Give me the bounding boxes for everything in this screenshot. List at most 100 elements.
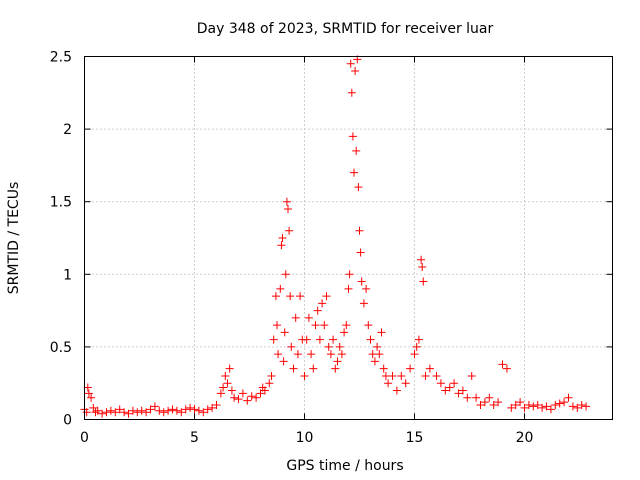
data-point: [485, 393, 494, 402]
data-point: [221, 371, 230, 380]
y-tick-label: 1.5: [50, 195, 72, 211]
data-point: [397, 371, 406, 380]
data-point: [159, 408, 168, 417]
data-point: [344, 284, 353, 293]
data-point: [320, 321, 329, 330]
data-point: [418, 263, 427, 272]
data-point: [538, 403, 547, 412]
data-point: [542, 402, 551, 411]
data-point: [346, 59, 355, 68]
data-point: [412, 342, 421, 351]
data-point: [291, 313, 300, 322]
data-point: [356, 248, 365, 257]
data-point: [293, 350, 302, 359]
data-point: [331, 364, 340, 373]
data-point: [120, 408, 129, 417]
data-point: [309, 364, 318, 373]
data-point: [326, 350, 335, 359]
data-point: [273, 321, 281, 330]
data-point: [450, 379, 459, 388]
data-point: [425, 364, 434, 373]
data-point: [560, 398, 569, 407]
data-point: [352, 146, 361, 155]
data-point: [357, 277, 366, 286]
data-point: [516, 398, 525, 407]
data-point: [348, 132, 357, 141]
data-point: [342, 321, 351, 330]
data-point: [102, 408, 111, 417]
data-point: [260, 386, 269, 395]
data-point: [194, 406, 203, 415]
data-point: [421, 371, 430, 380]
data-point: [476, 400, 485, 409]
data-point: [247, 392, 256, 401]
tick-labels: 0 5 10 15 20 0 0.5 1 1.5 2 2.5: [50, 50, 534, 447]
data-point: [480, 398, 489, 407]
data-point: [445, 383, 454, 392]
data-point: [333, 357, 342, 366]
data-point: [568, 402, 577, 411]
data-point: [555, 399, 564, 408]
data-point: [190, 405, 199, 414]
data-point: [401, 379, 410, 388]
data-point: [271, 292, 280, 301]
data-point: [524, 400, 533, 409]
data-point: [454, 389, 463, 398]
data-point: [277, 241, 286, 250]
data-point: [91, 408, 100, 417]
data-point: [489, 400, 498, 409]
data-point: [269, 335, 278, 344]
data-point: [441, 386, 450, 395]
data-point: [287, 342, 296, 351]
data-point: [212, 400, 221, 409]
data-point: [137, 406, 146, 415]
data-point: [115, 405, 124, 414]
data-point: [384, 379, 393, 388]
data-point: [252, 393, 261, 402]
y-tick-label: 1: [63, 267, 72, 283]
data-point: [467, 371, 476, 380]
data-point: [546, 405, 555, 414]
data-points: [80, 55, 591, 418]
data-point: [208, 403, 217, 412]
data-point: [278, 234, 287, 242]
data-point: [203, 405, 212, 414]
data-point: [87, 393, 96, 402]
data-point: [150, 402, 159, 411]
data-point: [281, 270, 290, 279]
data-point: [373, 342, 382, 351]
data-point: [322, 292, 331, 301]
data-point: [335, 342, 344, 351]
data-point: [276, 284, 285, 293]
data-point: [289, 364, 298, 373]
x-tick-label: 10: [296, 430, 314, 446]
x-tick-label: 20: [516, 430, 534, 446]
data-point: [216, 389, 225, 398]
x-axis-label: GPS time / hours: [286, 458, 403, 474]
data-point: [436, 379, 445, 388]
data-point: [315, 335, 324, 344]
data-point: [282, 197, 291, 206]
data-point: [265, 379, 274, 388]
data-point: [511, 400, 520, 409]
data-point: [181, 405, 190, 414]
x-tick-label: 0: [80, 430, 89, 446]
chart-title: Day 348 of 2023, SRMTID for receiver lua…: [197, 21, 494, 37]
data-point: [285, 226, 294, 235]
data-point: [355, 226, 364, 235]
data-point: [230, 393, 239, 402]
data-point: [238, 389, 247, 398]
data-point: [392, 386, 401, 395]
data-point: [172, 406, 181, 415]
data-point: [304, 313, 313, 322]
data-point: [432, 371, 441, 380]
data-point: [225, 364, 234, 373]
data-point: [313, 306, 322, 315]
data-point: [533, 400, 542, 409]
data-point: [307, 350, 316, 359]
data-point: [340, 328, 349, 337]
data-point: [417, 255, 426, 264]
data-point: [243, 396, 252, 405]
data-point: [345, 270, 354, 279]
data-point: [414, 335, 423, 344]
